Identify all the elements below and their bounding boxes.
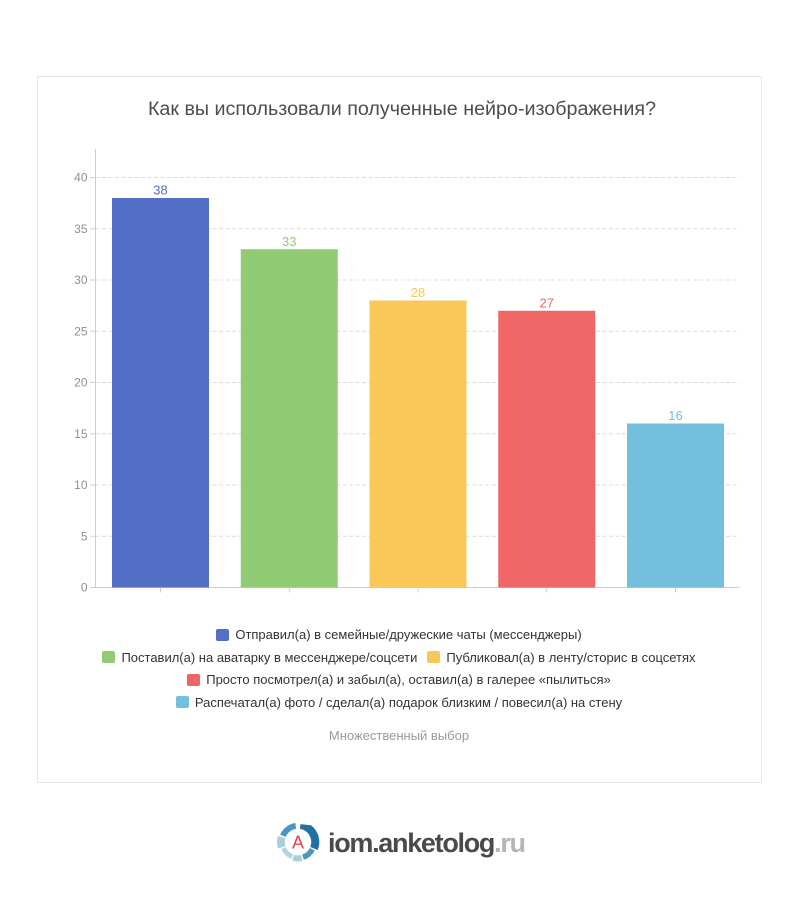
svg-text:16: 16 bbox=[668, 408, 682, 423]
svg-text:20: 20 bbox=[74, 376, 88, 390]
svg-text:0: 0 bbox=[81, 581, 88, 595]
svg-text:27: 27 bbox=[540, 295, 554, 310]
svg-text:30: 30 bbox=[74, 273, 88, 287]
svg-text:iom.anketolog.ru: iom.anketolog.ru bbox=[328, 828, 525, 858]
svg-text:Как вы использовали полученные: Как вы использовали полученные нейро-изо… bbox=[148, 98, 656, 120]
svg-text:A: A bbox=[292, 833, 304, 853]
svg-text:5: 5 bbox=[81, 529, 88, 543]
svg-text:40: 40 bbox=[74, 171, 88, 185]
svg-text:25: 25 bbox=[74, 324, 88, 338]
svg-text:35: 35 bbox=[74, 222, 88, 236]
svg-text:10: 10 bbox=[74, 478, 88, 492]
svg-text:38: 38 bbox=[153, 183, 167, 198]
svg-text:33: 33 bbox=[282, 234, 296, 249]
svg-text:15: 15 bbox=[74, 427, 88, 441]
svg-text:28: 28 bbox=[411, 285, 425, 300]
